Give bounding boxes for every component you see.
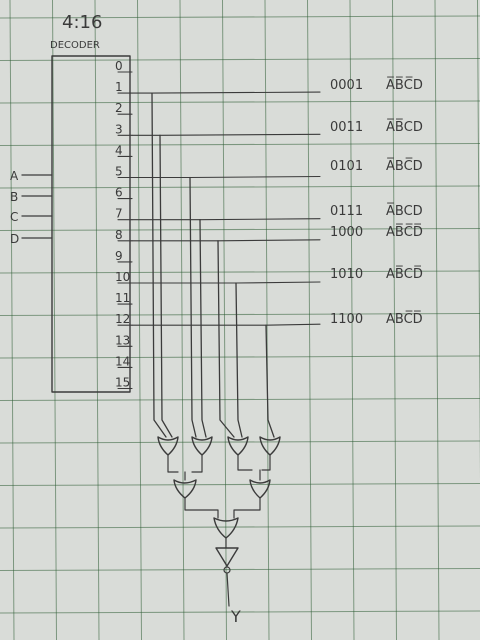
output-pin-label-6: 6 <box>115 186 123 200</box>
output-pin-label-10: 10 <box>115 270 130 284</box>
wire-l1-left <box>167 454 203 473</box>
grid-line-horizontal <box>0 610 480 614</box>
grid-line-horizontal <box>0 398 480 401</box>
or-gate-2 <box>191 436 213 456</box>
grid-line-horizontal <box>0 313 480 316</box>
minterm-expression-10: AB̅CD̅ <box>386 266 423 282</box>
minterm-expression-5: A̅BC̅D <box>386 158 423 174</box>
minterm-drop-8 <box>217 240 235 438</box>
minterm-drop-12 <box>265 324 275 438</box>
output-wire <box>226 572 230 607</box>
minterm-code-8: 1000 <box>330 225 363 240</box>
output-pin-label-0: 0 <box>115 59 123 73</box>
minterm-drop-5 <box>189 176 197 438</box>
or-gate-7 <box>213 517 239 539</box>
minterm-code-10: 1010 <box>330 267 363 282</box>
output-pin-label-8: 8 <box>115 228 123 242</box>
minterm-code-5: 0101 <box>330 159 363 174</box>
decoder-subtitle: DECODER <box>50 40 100 51</box>
grid-line-vertical <box>307 0 312 640</box>
output-pin-label-12: 12 <box>115 312 130 326</box>
grid-line-vertical <box>179 0 185 640</box>
input-label-b: B <box>10 190 18 204</box>
output-pin-label-9: 9 <box>115 249 123 263</box>
grid-line-vertical <box>137 0 142 640</box>
grid-line-vertical <box>264 0 270 640</box>
grid-line-vertical <box>392 0 397 640</box>
output-pin-label-5: 5 <box>115 165 123 179</box>
output-label: Y <box>230 607 241 626</box>
output-pin-label-13: 13 <box>115 333 130 347</box>
grid-line-horizontal <box>0 228 480 231</box>
grid-line-horizontal <box>0 440 480 444</box>
minterm-expression-12: ABC̅D̅ <box>386 311 423 327</box>
minterm-expression-8: AB̅C̅D̅ <box>386 224 423 240</box>
output-pin-label-14: 14 <box>115 354 130 368</box>
minterm-code-1: 0001 <box>330 78 363 93</box>
grid-line-vertical <box>94 0 100 640</box>
minterm-expression-1: A̅B̅C̅D <box>386 77 423 93</box>
grid-line-vertical <box>52 0 57 640</box>
minterm-drop-10 <box>235 282 243 438</box>
input-label-d: D <box>10 232 19 246</box>
grid-line-horizontal <box>0 355 480 359</box>
grid-line-horizontal <box>0 270 480 274</box>
grid-line-horizontal <box>0 525 480 529</box>
grid-line-vertical <box>222 0 227 640</box>
output-pin-label-2: 2 <box>115 101 123 115</box>
or-gate-tree <box>157 436 281 607</box>
minterm-code-7: 0111 <box>330 204 363 219</box>
decoder-block <box>51 55 131 393</box>
grid-line-horizontal <box>0 15 480 19</box>
wire-l1-right <box>237 454 271 471</box>
grid-line-horizontal <box>0 58 480 61</box>
grid-line-vertical <box>349 0 355 640</box>
grid-line-horizontal <box>0 100 480 104</box>
wire-l2-outputs <box>184 497 261 519</box>
or-gate-5 <box>173 479 197 499</box>
grid-line-horizontal <box>0 143 480 146</box>
grid-line-vertical <box>434 0 440 640</box>
output-pin-label-11: 11 <box>115 291 130 305</box>
minterm-drop-1 <box>151 92 167 438</box>
minterm-drop-3 <box>159 134 173 438</box>
grid-line-vertical <box>9 0 15 640</box>
minterm-lines: 0001 A̅B̅C̅D 0011 A̅B̅CD 0101 A̅BC̅D 0111 A̅BCD… <box>131 77 423 438</box>
output-pin-label-7: 7 <box>115 207 123 221</box>
grid-line-horizontal <box>0 185 480 189</box>
or-gate-1 <box>157 436 179 456</box>
output-pin-label-4: 4 <box>115 143 123 157</box>
or-gate-4 <box>259 436 281 456</box>
grid-line-horizontal <box>0 483 480 486</box>
minterm-code-12: 1100 <box>330 312 363 327</box>
output-pin-label-15: 15 <box>115 376 130 390</box>
or-gate-6 <box>249 479 271 499</box>
output-pin-label-3: 3 <box>115 122 123 136</box>
input-label-a: A <box>10 169 19 183</box>
decoder-title: 4:16 <box>62 12 102 33</box>
grid-line-horizontal <box>0 568 480 571</box>
output-inverter <box>215 547 239 567</box>
minterm-expression-7: A̅BCD <box>386 203 423 219</box>
output-pin-label-1: 1 <box>115 80 123 94</box>
or-gate-3 <box>227 436 249 456</box>
input-label-c: C <box>10 210 18 224</box>
minterm-code-3: 0011 <box>330 120 363 135</box>
wire-l2-inputs <box>184 469 261 481</box>
minterm-drop-7 <box>199 219 207 438</box>
minterm-expression-3: A̅B̅CD <box>386 119 423 135</box>
